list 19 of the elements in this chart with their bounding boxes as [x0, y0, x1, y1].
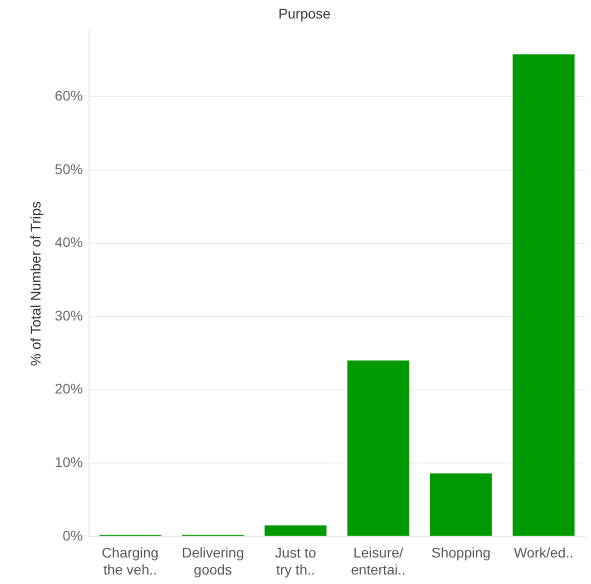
y-tick-label: 20%	[54, 380, 83, 397]
x-tick-label: Leisure/ entertai..	[351, 544, 406, 578]
bar	[264, 525, 326, 536]
x-tick-label: Work/ed..	[514, 544, 574, 561]
chart-title: Purpose	[278, 5, 331, 22]
x-tick-label: Delivering goods	[182, 544, 244, 578]
y-tick-label: 0%	[62, 527, 83, 544]
y-tick-label: 10%	[54, 454, 83, 470]
bar	[347, 360, 410, 536]
y-tick-label: 50%	[54, 160, 83, 177]
y-tick-label: 30%	[54, 307, 83, 324]
x-tick-label: Just to try th..	[274, 544, 316, 578]
bar	[512, 54, 575, 536]
bar	[430, 473, 492, 536]
y-axis-title: % of Total Number of Trips	[27, 201, 44, 366]
y-tick-label: 40%	[54, 234, 83, 250]
x-tick-label: Shopping	[431, 544, 491, 561]
y-tick-label: 60%	[54, 88, 83, 104]
x-tick-label: Charging the veh..	[102, 544, 159, 578]
